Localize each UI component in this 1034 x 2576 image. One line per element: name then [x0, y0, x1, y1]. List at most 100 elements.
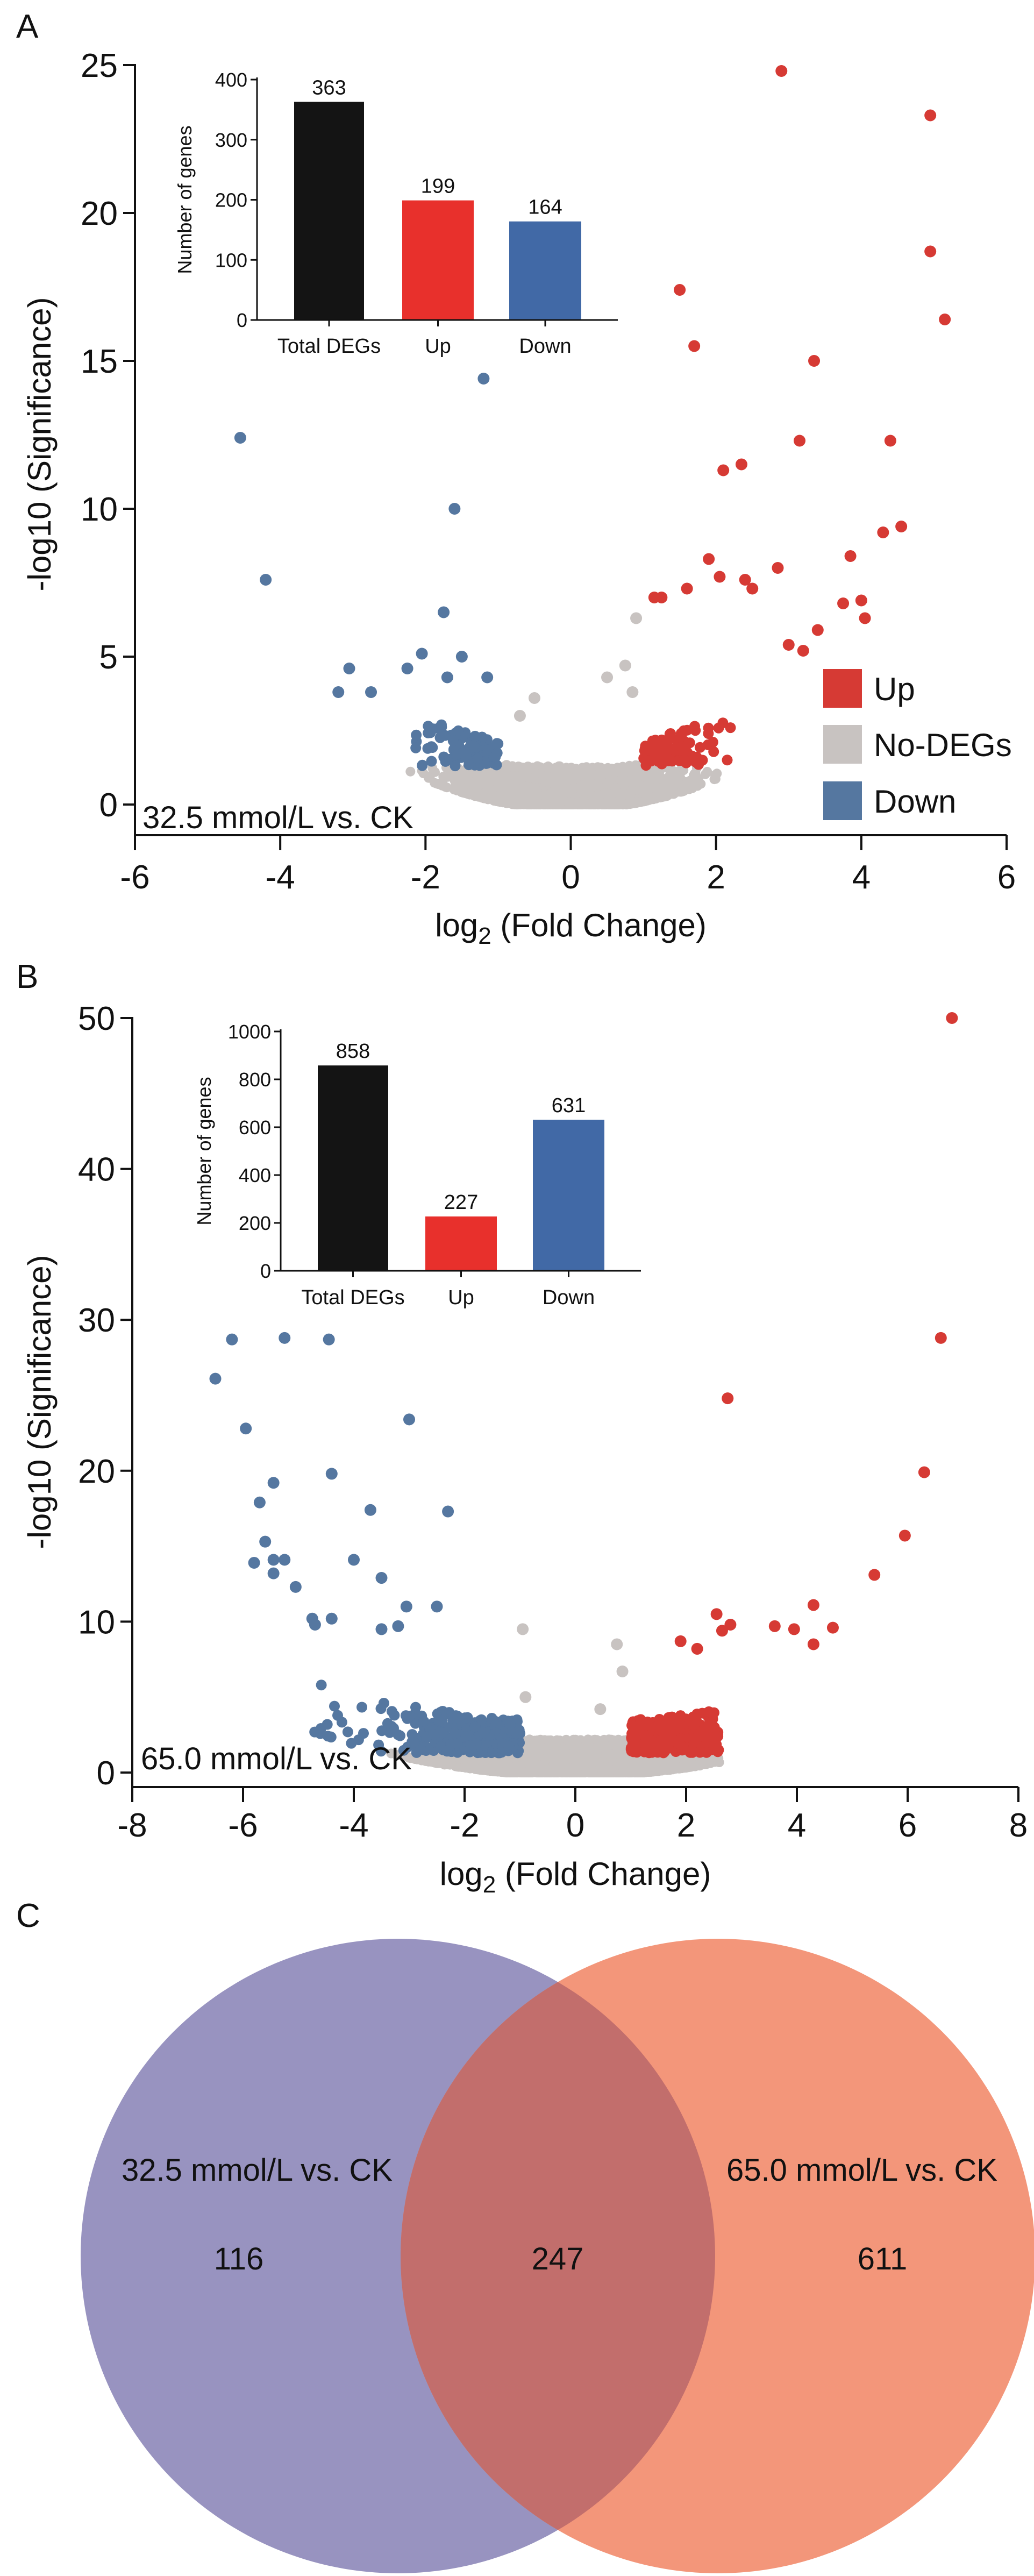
x-tick-label: -6 [120, 859, 149, 896]
inset-y-axis-title: Number of genes [174, 125, 196, 274]
legend-label: Down [874, 784, 956, 820]
bar-value-label: 164 [528, 196, 562, 219]
data-point-down [411, 729, 422, 741]
data-point-nodeg [657, 792, 667, 802]
data-point-nodeg [679, 786, 689, 796]
data-point-nodeg [494, 796, 504, 807]
data-point-nodeg [472, 786, 482, 796]
data-point-nodeg [547, 787, 557, 797]
x-tick-label: 2 [707, 859, 725, 896]
data-point-nodeg [600, 788, 609, 799]
data-point-up [708, 746, 719, 757]
data-point-nodeg [523, 800, 532, 809]
data-point-up [655, 742, 666, 753]
data-point-up [855, 594, 867, 607]
data-point-nodeg [671, 770, 681, 780]
data-point-down [491, 759, 502, 771]
data-point-up [664, 729, 675, 739]
data-point-nodeg [484, 781, 494, 792]
data-point-up [808, 355, 821, 367]
data-point-down [493, 738, 504, 749]
data-point-nodeg [578, 770, 588, 780]
x-tick-label: 6 [997, 859, 1016, 896]
data-point-up [663, 753, 674, 765]
y-tick-label: 20 [81, 195, 118, 232]
data-point-down [455, 651, 468, 663]
comparison-label: 32.5 mmol/L vs. CK [142, 800, 413, 835]
data-point-nodeg [643, 788, 653, 799]
legend-swatch-no-degs [823, 725, 862, 764]
data-point-down [332, 686, 345, 698]
data-point-nodeg [515, 784, 525, 794]
data-point-nodeg [608, 798, 618, 808]
data-point-up [722, 755, 733, 766]
data-point-up [703, 728, 714, 739]
data-point-up [924, 245, 937, 258]
bar-down [509, 221, 581, 320]
data-point-down [490, 751, 501, 763]
data-point-nodeg [601, 766, 611, 776]
data-point-nodeg [580, 778, 590, 788]
data-point-nodeg [531, 791, 541, 801]
data-point-up [640, 741, 651, 752]
data-point-nodeg [507, 780, 517, 791]
data-point-up [782, 639, 795, 651]
data-point-down [422, 743, 433, 754]
data-point-up [837, 597, 850, 609]
x-tick-label: -2 [411, 859, 440, 896]
data-point-nodeg [582, 799, 593, 809]
data-point-up [717, 464, 730, 476]
data-point-nodeg [630, 612, 643, 624]
inset-y-tick-label: 0 [237, 309, 247, 331]
data-point-nodeg [632, 777, 642, 787]
legend-swatch-down [823, 781, 862, 820]
data-point-nodeg [470, 776, 481, 786]
bar-total-degs [294, 102, 364, 320]
x-axis-title-rest: (Fold Change) [491, 907, 707, 943]
data-point-up [689, 721, 700, 732]
data-point-nodeg [486, 794, 496, 804]
panel-label: A [16, 8, 39, 45]
data-point-nodeg [507, 771, 517, 781]
data-point-up [681, 582, 693, 595]
data-point-down [447, 735, 459, 746]
bar-up [402, 200, 474, 320]
data-point-nodeg [457, 787, 467, 798]
x-axis-title: log2 (Fold Change) [435, 907, 707, 949]
data-point-nodeg [514, 710, 526, 722]
data-point-up [653, 756, 664, 767]
y-axis-title: -log10 (Significance) [22, 297, 58, 592]
data-point-up [939, 314, 951, 325]
x-tick-label: -4 [266, 859, 295, 896]
x-tick-label: 0 [561, 859, 580, 896]
data-point-nodeg [702, 767, 712, 777]
data-point-nodeg [690, 772, 701, 782]
legend-label: Up [874, 671, 915, 707]
inset-x-tick-label: Down [519, 335, 571, 358]
data-point-down [439, 730, 451, 741]
legend-swatch-up [823, 669, 862, 708]
data-point-nodeg [498, 786, 508, 796]
data-point-up [714, 571, 726, 583]
data-point-nodeg [556, 778, 566, 788]
data-point-nodeg [498, 777, 508, 787]
data-point-up [717, 717, 729, 729]
data-point-down [416, 647, 428, 660]
data-point-nodeg [632, 796, 642, 807]
data-point-nodeg [610, 767, 621, 778]
data-point-up [794, 435, 806, 447]
data-point-up [655, 592, 668, 603]
data-point-up [688, 340, 701, 352]
data-point-nodeg [615, 795, 625, 805]
point-cloud [309, 1680, 724, 1777]
bar-value-label: 363 [312, 76, 346, 99]
data-point-up [746, 582, 759, 595]
data-point-up [703, 553, 715, 565]
data-point-up [797, 645, 809, 657]
data-point-down [468, 740, 479, 751]
data-point-nodeg [540, 798, 551, 808]
data-point-nodeg [557, 796, 567, 806]
data-point-nodeg [405, 766, 416, 777]
data-point-nodeg [610, 787, 620, 797]
